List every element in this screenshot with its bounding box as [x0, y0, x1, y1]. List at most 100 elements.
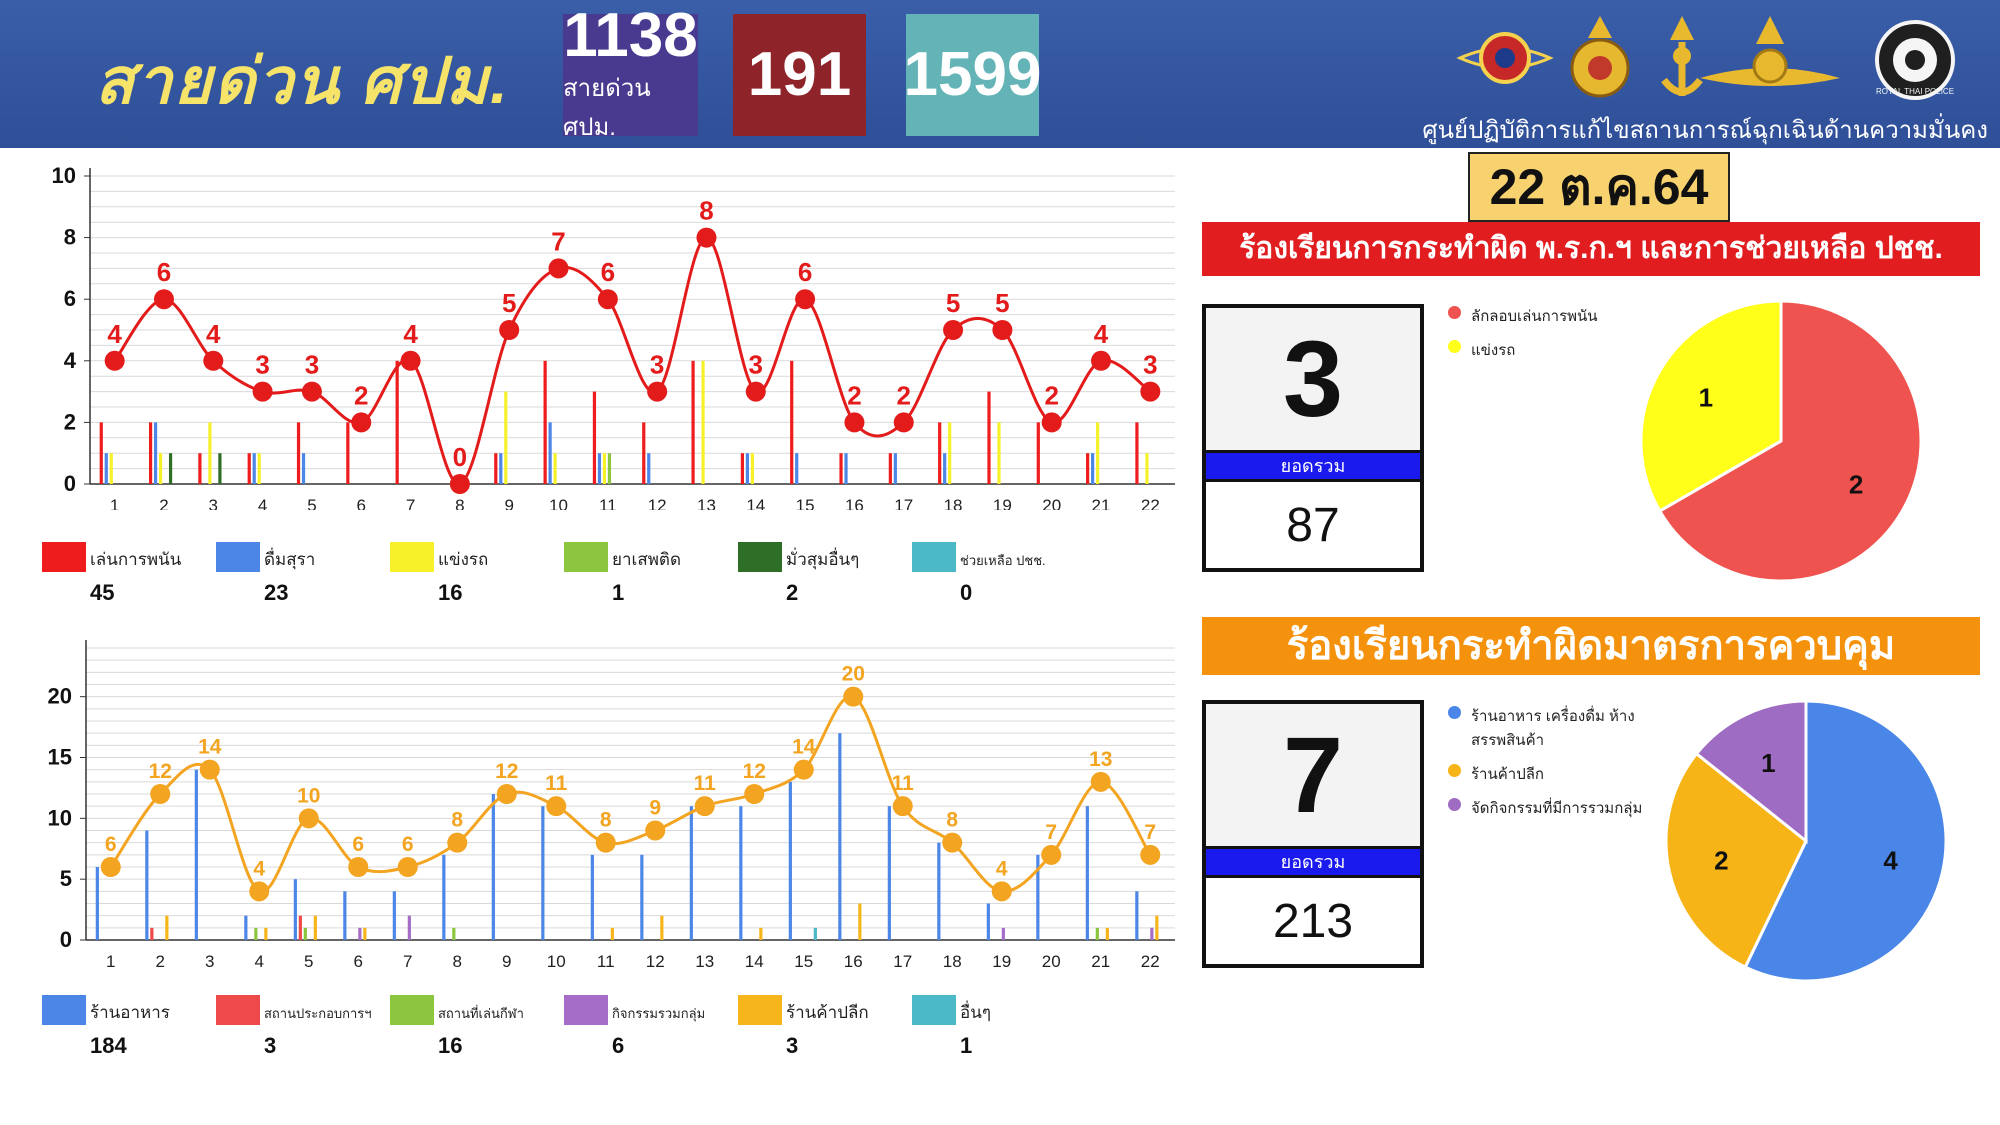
x-tick-label: 14 — [745, 952, 764, 971]
section1-today-count: 3 — [1206, 308, 1420, 450]
data-point — [647, 381, 668, 402]
legend-count: 45 — [90, 580, 115, 605]
x-tick-label: 19 — [992, 952, 1011, 971]
pie2-legend: ร้านอาหาร เครื่องดื่ม ห้างสรรพสินค้า ร้าน… — [1448, 704, 1648, 830]
bar — [660, 915, 664, 940]
legend-label: อื่นๆ — [960, 1003, 991, 1022]
data-point — [795, 289, 816, 310]
bar — [689, 806, 693, 940]
legend-item: ช่วยเหลือ ปชช. 0 — [912, 542, 1086, 612]
y-tick-label: 2 — [64, 409, 76, 434]
bar — [740, 453, 744, 484]
data-point — [449, 474, 470, 494]
x-tick-label: 2 — [156, 952, 165, 971]
y-tick-label: 6 — [64, 286, 76, 311]
legend-item: สถานประกอบการฯ 3 — [216, 995, 390, 1065]
data-label: 0 — [453, 442, 467, 472]
x-tick-label: 13 — [695, 952, 714, 971]
y-tick-label: 20 — [48, 684, 72, 709]
bar — [937, 842, 941, 940]
bar — [303, 927, 307, 940]
data-label: 6 — [601, 257, 615, 287]
legend-item: ร้านค้าปลีก 3 — [738, 995, 912, 1065]
data-label: 3 — [305, 350, 319, 380]
legend-count: 16 — [438, 1033, 463, 1058]
hotline-1599[interactable]: 1599 — [904, 14, 1041, 136]
legend-count: 184 — [90, 1033, 127, 1058]
hotline-1138[interactable]: 1138 สายด่วน ศปม. — [563, 4, 698, 141]
data-point — [252, 381, 273, 402]
data-point — [1041, 412, 1062, 433]
section1-total-count: 87 — [1286, 499, 1340, 552]
pie-slice-label: 2 — [1849, 469, 1863, 499]
pie-slice — [1694, 699, 1808, 845]
bar — [150, 927, 154, 940]
x-tick-label: 3 — [205, 952, 214, 971]
data-label: 7 — [551, 226, 565, 256]
armed-forces-emblem-icon — [1456, 32, 1554, 84]
pie-legend-item: ลักลอบเล่นการพนัน — [1448, 304, 1648, 328]
legend-count: 0 — [960, 580, 973, 605]
x-tick-label: 18 — [944, 496, 963, 510]
bar — [839, 453, 843, 484]
legend-swatch — [912, 542, 956, 572]
hotline-191[interactable]: 191 — [733, 14, 866, 136]
bar — [491, 794, 495, 940]
data-label: 6 — [157, 257, 171, 287]
data-point — [943, 320, 964, 340]
bar — [252, 453, 256, 484]
x-tick-label: 20 — [1042, 496, 1061, 510]
legend-swatch — [912, 995, 956, 1025]
legend-count: 1 — [612, 580, 625, 605]
bar — [1001, 927, 1005, 940]
bar — [788, 781, 792, 940]
bar — [888, 453, 892, 484]
bar — [948, 422, 952, 484]
bar — [750, 453, 754, 484]
bar — [95, 867, 99, 940]
data-label: 14 — [198, 736, 222, 759]
legend-swatch — [564, 542, 608, 572]
bar — [148, 422, 153, 484]
y-tick-label: 15 — [48, 745, 72, 770]
x-tick-label: 22 — [1141, 952, 1160, 971]
bar — [987, 391, 991, 484]
bar — [887, 806, 891, 940]
legend-swatch — [390, 995, 434, 1025]
x-tick-label: 11 — [597, 952, 615, 971]
bar — [343, 891, 347, 940]
data-label: 13 — [1089, 748, 1112, 771]
royal-thai-police-emblem-icon: ROYAL THAI POLICE — [1875, 20, 1955, 100]
bar — [745, 453, 749, 484]
bar — [298, 915, 302, 940]
legend-item: ร้านอาหาร 184 — [42, 995, 216, 1065]
pie-legend-dot — [1448, 706, 1461, 719]
x-tick-label: 3 — [209, 496, 218, 510]
x-tick-label: 17 — [893, 952, 912, 971]
bar — [254, 927, 258, 940]
bar — [592, 391, 597, 484]
legend-label: ร้านอาหาร — [90, 1003, 170, 1022]
x-tick-label: 21 — [1091, 952, 1110, 971]
agency-emblems: ROYAL THAI POLICE — [1456, 16, 1955, 100]
x-tick-label: 10 — [549, 496, 568, 510]
pie-legend-dot — [1448, 340, 1461, 353]
bar — [346, 422, 350, 484]
legend-item: กิจกรรมรวมกลุ่ม 6 — [564, 995, 738, 1065]
bar — [1105, 927, 1109, 940]
bar — [790, 360, 794, 484]
data-label: 12 — [149, 760, 172, 783]
legend-item: อื่นๆ 1 — [912, 995, 1086, 1065]
bar — [264, 927, 268, 940]
pie-legend-item: ร้านอาหาร เครื่องดื่ม ห้างสรรพสินค้า — [1448, 704, 1648, 752]
bar — [759, 927, 763, 940]
bar — [553, 453, 557, 484]
chart1-legend: เล่นการพนัน 45 ดื่มสุรา 23 แข่งรถ 16 ยาเสพติด 1… — [42, 542, 1086, 612]
legend-swatch — [390, 542, 434, 572]
bar — [407, 915, 411, 940]
data-label: 6 — [402, 833, 414, 856]
pie-slice — [1664, 751, 1808, 970]
data-label: 4 — [206, 319, 221, 349]
brand-title: สายด่วน ศปม. — [95, 45, 510, 117]
